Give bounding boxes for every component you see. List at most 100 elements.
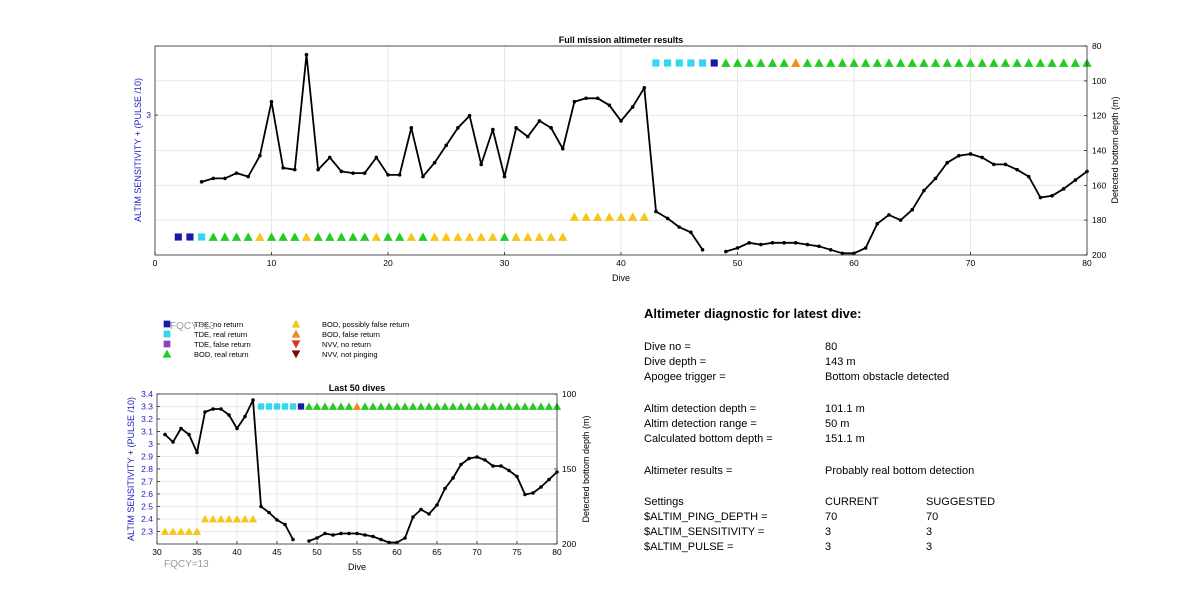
depth-point xyxy=(537,119,542,123)
x-tick-label: 40 xyxy=(232,547,242,557)
depth-point xyxy=(805,242,810,247)
status-marker xyxy=(281,403,289,410)
status-marker xyxy=(710,59,718,67)
x-tick-label: 35 xyxy=(192,547,202,557)
status-marker xyxy=(290,232,300,241)
depth-point xyxy=(491,464,495,468)
depth-point xyxy=(386,173,390,177)
legend-marker xyxy=(163,330,171,338)
depth-point xyxy=(258,153,262,158)
status-marker xyxy=(418,232,428,241)
status-marker xyxy=(200,514,210,523)
x-tick-label: 0 xyxy=(153,258,158,268)
status-marker xyxy=(919,58,929,67)
top-markers xyxy=(174,58,1092,241)
setting-name: $ALTIM_PING_DEPTH = xyxy=(644,511,768,523)
legend-marker xyxy=(291,329,301,338)
x-tick-label: 60 xyxy=(849,258,859,268)
depth-point xyxy=(898,218,903,222)
depth-point xyxy=(251,398,255,402)
x-tick-label: 75 xyxy=(512,547,522,557)
status-marker xyxy=(872,58,882,67)
status-marker xyxy=(160,527,170,535)
depth-point xyxy=(171,440,175,444)
bottom-y-left-ticks: 2.3 2.4 2.5 2.6 2.7 2.8 2.9 3 3.1 3.2 3.3 3.4 xyxy=(141,389,160,537)
depth-point xyxy=(467,113,472,118)
y-right-tick-label: 100 xyxy=(1092,76,1106,86)
y-right-tick-label: 120 xyxy=(1092,111,1106,121)
diag-label: Altim detection depth = xyxy=(644,403,757,415)
setting-current: 3 xyxy=(825,526,832,538)
depth-point xyxy=(523,492,527,497)
depth-point xyxy=(700,247,705,252)
depth-point xyxy=(211,176,216,181)
depth-series-line xyxy=(201,53,704,251)
diag-row-detection-range: Altim detection range = 50 m xyxy=(644,418,1184,433)
status-marker xyxy=(408,402,418,410)
status-marker xyxy=(312,402,322,410)
depth-point xyxy=(630,105,635,109)
depth-point xyxy=(316,167,320,172)
depth-point xyxy=(479,162,484,167)
status-marker xyxy=(186,233,194,241)
status-marker xyxy=(424,402,434,410)
legend-marker xyxy=(291,340,301,349)
status-marker xyxy=(289,403,297,410)
depth-point xyxy=(432,160,437,165)
depth-point xyxy=(444,143,449,148)
depth-point xyxy=(355,531,359,536)
status-marker xyxy=(453,232,463,241)
status-marker xyxy=(360,232,370,241)
depth-point xyxy=(291,537,295,542)
depth-point xyxy=(642,86,647,90)
y-left-tick-label: 2.9 xyxy=(141,452,153,462)
legend-marker xyxy=(291,350,301,359)
status-marker xyxy=(255,232,265,241)
depth-point xyxy=(397,173,402,177)
status-marker xyxy=(243,232,253,241)
depth-point xyxy=(199,180,204,184)
diag-label: Apogee trigger = xyxy=(644,371,726,383)
status-marker xyxy=(884,58,894,67)
depth-point xyxy=(992,162,996,167)
x-tick-label: 50 xyxy=(312,547,322,557)
setting-suggested: 3 xyxy=(926,541,933,553)
status-marker xyxy=(604,212,615,221)
status-marker xyxy=(224,514,234,523)
depth-point xyxy=(267,510,271,515)
status-marker xyxy=(1047,58,1057,67)
status-marker xyxy=(756,58,766,67)
status-marker xyxy=(520,402,530,410)
diag-label: Dive depth = xyxy=(644,356,707,368)
bottom-y-left-label: ALTIM SENSITIVITY + (PULSE /10) xyxy=(126,397,136,541)
depth-point xyxy=(1050,193,1054,198)
status-marker xyxy=(176,527,186,535)
y-left-tick-label: 3.2 xyxy=(141,414,153,424)
diag-row-detection-depth: Altim detection depth = 101.1 m xyxy=(644,403,1184,418)
top-x-axis-label: Dive xyxy=(612,273,630,283)
y-right-tick-label: 150 xyxy=(562,464,576,474)
status-marker xyxy=(216,514,226,523)
depth-point xyxy=(283,522,287,527)
depth-point xyxy=(211,407,215,411)
diag-label: Altimeter results = xyxy=(644,465,733,477)
y-left-tick-label: 2.4 xyxy=(141,514,153,524)
setting-name: $ALTIM_PULSE = xyxy=(644,541,734,553)
settings-row-sensitivity: $ALTIM_SENSITIVITY = 3 3 xyxy=(644,526,1184,541)
status-marker xyxy=(352,402,362,410)
depth-point xyxy=(1003,162,1008,167)
status-marker xyxy=(536,402,546,410)
setting-suggested: 70 xyxy=(926,511,939,523)
depth-point xyxy=(595,96,600,101)
legend-label: NVV, no return xyxy=(322,340,371,349)
top-x-ticks: 0 10 20 30 40 50 60 70 80 xyxy=(153,252,1092,268)
depth-point xyxy=(362,171,367,175)
status-marker xyxy=(336,402,346,410)
depth-point xyxy=(747,241,751,245)
status-marker xyxy=(779,58,789,67)
depth-point xyxy=(227,413,231,417)
y-left-tick-label: 2.3 xyxy=(141,527,153,537)
status-marker xyxy=(383,232,393,241)
status-marker xyxy=(456,402,466,410)
